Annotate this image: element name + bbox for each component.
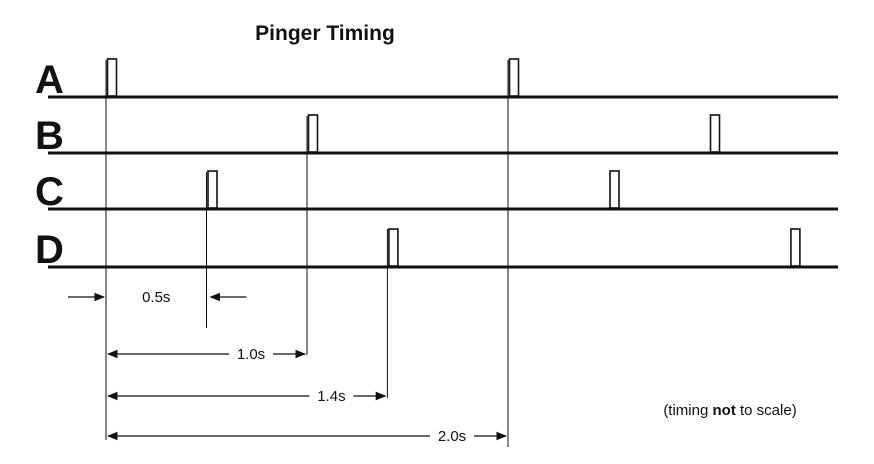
channel-b: B — [35, 114, 838, 158]
measurement-0-5s: 0.5s — [68, 289, 247, 306]
channel-label-a: A — [35, 58, 64, 102]
time-guides — [105, 60, 509, 447]
diagram-title: Pinger Timing — [255, 22, 395, 45]
ping-pulse — [106, 58, 118, 97]
ping-pulse — [609, 170, 620, 209]
ping-pulse — [388, 228, 399, 267]
channel-label-b: B — [35, 114, 64, 158]
measure-label: 0.5s — [142, 289, 170, 306]
measure-label: 2.0s — [438, 428, 466, 445]
channel-label-c: C — [35, 170, 64, 214]
measure-label: 1.0s — [237, 346, 265, 363]
measurement-2-0s: 2.0s — [106, 428, 508, 445]
ping-pulse — [207, 170, 218, 209]
scale-note: (timing not to scale) — [663, 402, 796, 419]
measurement-1-0s: 1.0s — [106, 346, 307, 363]
measurement-1-4s: 1.4s — [106, 388, 387, 405]
channel-c: C — [35, 170, 838, 214]
channel-a: A — [35, 58, 838, 102]
measure-label: 1.4s — [317, 388, 345, 405]
ping-pulse — [790, 228, 801, 267]
ping-pulse — [508, 58, 520, 97]
scale-note-emphasis: not — [713, 402, 736, 419]
channel-label-d: D — [35, 228, 64, 272]
interval-measurements: 0.5s 1.0s 1.4s 2.0s — [68, 289, 508, 445]
channel-d: D — [35, 228, 838, 272]
scale-note-suffix: to scale) — [736, 402, 797, 419]
scale-note-prefix: (timing — [663, 402, 712, 419]
ping-pulse — [709, 114, 721, 153]
ping-pulse — [307, 114, 319, 153]
